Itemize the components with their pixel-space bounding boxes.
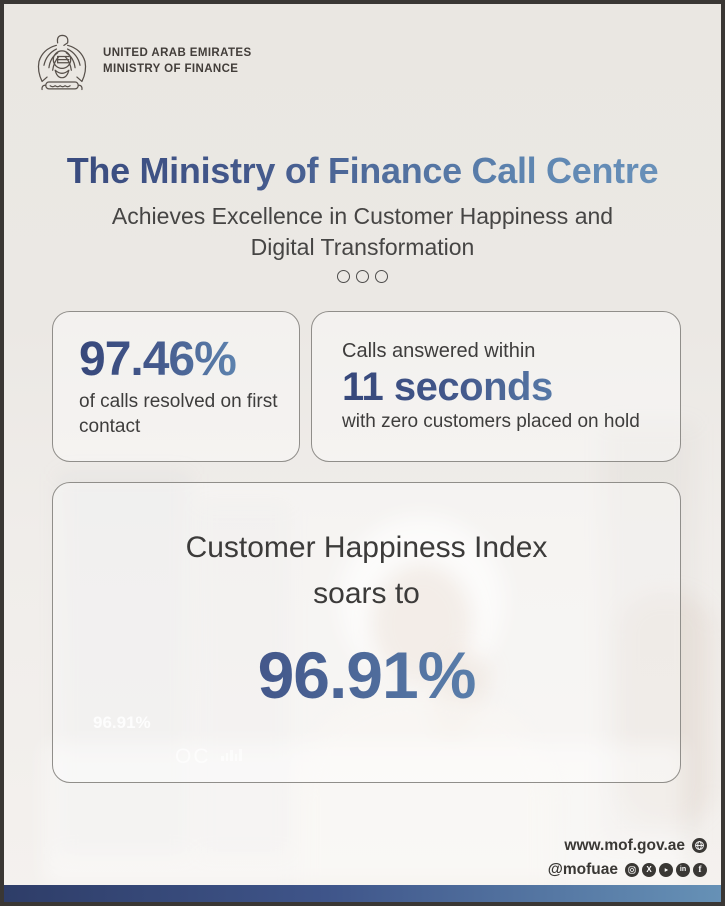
instagram-icon[interactable] — [625, 862, 639, 877]
stat-intro-answer-time: Calls answered within — [342, 340, 536, 362]
footer-links: www.mof.gov.ae @mofuae X — [548, 834, 707, 882]
decorative-dots — [4, 270, 721, 283]
stat-card-answer-time: Calls answered within 11 seconds with ze… — [311, 311, 681, 462]
footer-website-row: www.mof.gov.ae — [548, 834, 707, 857]
highlight-value: 96.91% — [53, 637, 680, 713]
stat-label-resolved: of calls resolved on first contact — [79, 390, 278, 437]
brand-line-country: UNITED ARAB EMIRATES — [103, 47, 252, 59]
brand-wordmark: UNITED ARAB EMIRATES MINISTRY OF FINANCE — [103, 32, 252, 77]
stat-label-answer-time: with zero customers placed on hold — [342, 411, 640, 432]
stats-row: 97.46% of calls resolved on first contac… — [52, 311, 681, 462]
x-twitter-icon[interactable]: X — [642, 862, 656, 877]
decorative-dot — [375, 270, 388, 283]
page-title: The Ministry of Finance Call Centre — [4, 150, 721, 192]
social-handle[interactable]: @mofuae — [547, 861, 618, 878]
photo-overlay-watermark: 96.91% — [93, 713, 151, 732]
subtitle-line-1: Achieves Excellence in Customer Happines… — [111, 203, 614, 229]
stat-value-resolved: 97.46% — [79, 334, 299, 385]
decorative-dot — [337, 270, 350, 283]
page-subtitle: Achieves Excellence in Customer Happines… — [4, 201, 721, 263]
stat-value-answer-time: 11 seconds — [342, 363, 680, 411]
footer-social-row: @mofuae X in f — [548, 858, 707, 881]
stat-card-first-contact: 97.46% of calls resolved on first contac… — [52, 311, 300, 462]
bottom-gradient-bar — [4, 885, 721, 902]
linkedin-icon[interactable]: in — [676, 862, 690, 877]
highlight-line-2: soars to — [313, 577, 420, 610]
globe-icon[interactable] — [692, 838, 707, 853]
highlight-card-happiness-index: Customer Happiness Index soars to 96.91%… — [52, 482, 681, 783]
subtitle-line-2: Digital Transformation — [250, 234, 475, 260]
decorative-dot — [356, 270, 369, 283]
uae-coat-of-arms-icon — [34, 32, 90, 96]
photo-overlay-text: OC — [175, 745, 211, 768]
highlight-line-1: Customer Happiness Index — [185, 531, 548, 564]
brand-line-ministry: MINISTRY OF FINANCE — [103, 63, 239, 75]
brand-header: UNITED ARAB EMIRATES MINISTRY OF FINANCE — [34, 32, 252, 96]
social-icons: X in f — [625, 862, 707, 877]
website-link[interactable]: www.mof.gov.ae — [564, 837, 685, 854]
photo-overlay-bar-chart — [221, 749, 242, 761]
facebook-icon[interactable]: f — [693, 862, 707, 877]
youtube-icon[interactable] — [659, 862, 673, 877]
